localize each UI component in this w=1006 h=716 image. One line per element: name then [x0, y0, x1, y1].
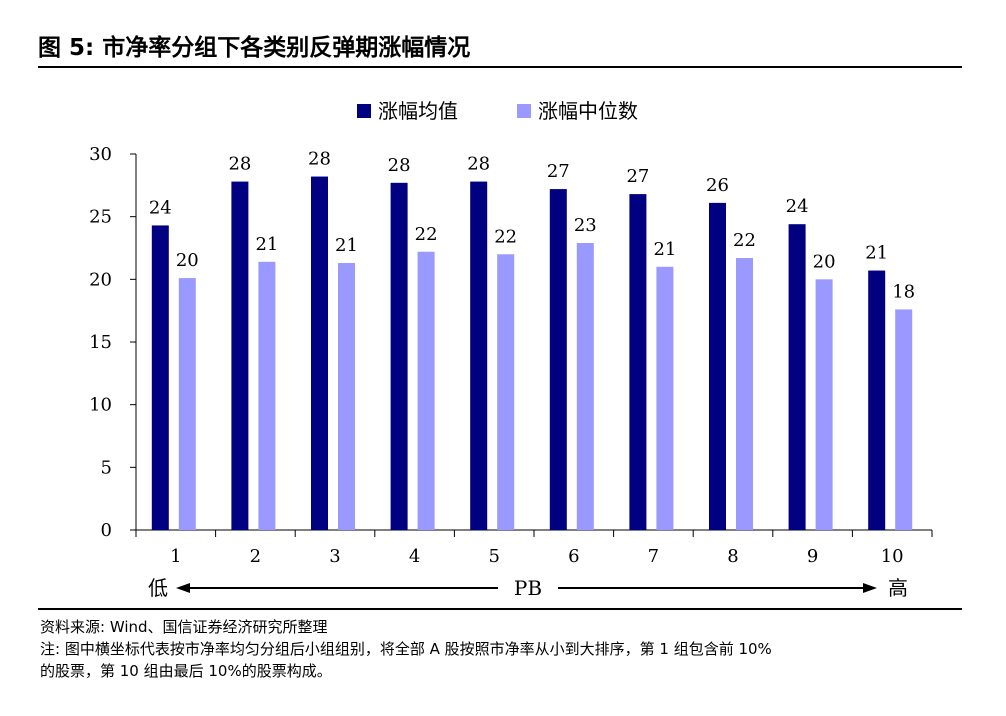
x-tick-label: 10 [881, 546, 904, 567]
data-label-median: 20 [813, 251, 836, 272]
data-label-mean: 21 [865, 243, 888, 264]
x-tick-label: 2 [250, 546, 261, 567]
legend-swatch [357, 104, 371, 118]
x-tick-label: 7 [648, 546, 659, 567]
legend-label: 涨幅均值 [378, 99, 458, 123]
high-label: 高 [888, 576, 908, 600]
data-label-median: 21 [653, 239, 676, 260]
y-axis: 0 5 10 15 20 25 30 [89, 144, 137, 541]
legend-swatch [517, 104, 531, 118]
data-label-mean: 28 [228, 154, 251, 175]
data-label-mean: 27 [547, 161, 570, 182]
x-tick-label: 3 [329, 546, 340, 567]
legend-label: 涨幅中位数 [538, 99, 638, 123]
bar-median [497, 254, 515, 530]
y-tick-label: 0 [101, 520, 112, 541]
x-tick-label: 5 [488, 546, 499, 567]
bar-median [417, 251, 435, 530]
pb-axis-label: PB [514, 576, 542, 600]
footer-rule [38, 608, 962, 610]
arrow-left-head [176, 583, 190, 593]
x-tick-label: 4 [409, 546, 420, 567]
chart-legend: 涨幅均值 涨幅中位数 [357, 99, 638, 123]
pb-direction-arrow: 低 PB 高 [148, 576, 908, 600]
y-tick-label: 5 [101, 457, 112, 478]
data-label-median: 22 [494, 226, 517, 247]
data-label-mean: 24 [149, 197, 172, 218]
data-label-median: 18 [892, 281, 915, 302]
y-tick-label: 10 [89, 395, 112, 416]
bar-median [736, 258, 753, 530]
x-tick-label: 6 [568, 546, 579, 567]
figure-title: 图 5: 市净率分组下各类别反弹期涨幅情况 [38, 35, 471, 61]
bar-mean [470, 181, 488, 530]
bars [151, 176, 913, 531]
bar-median [895, 309, 913, 530]
bar-mean [231, 181, 249, 530]
bar-median [178, 278, 196, 530]
data-label-mean: 28 [467, 154, 490, 175]
low-label: 低 [148, 576, 168, 600]
explanation-note-line1: 注: 图中横坐标代表按市净率均匀分组后小组组别，将全部 A 股按照市净率从小到大… [40, 640, 772, 658]
y-tick-label: 20 [89, 269, 112, 290]
bar-mean [868, 270, 886, 530]
bar-mean [549, 189, 567, 531]
bar-median [576, 242, 594, 530]
title-rule [38, 66, 962, 68]
arrow-right-head [863, 583, 877, 593]
x-tick-label: 9 [807, 546, 818, 567]
y-tick-label: 25 [89, 207, 112, 228]
explanation-note-line2: 的股票，第 10 组由最后 10%的股票构成。 [40, 662, 332, 680]
source-note: 资料来源: Wind、国信证券经济研究所整理 [40, 618, 328, 636]
data-label-mean: 28 [308, 149, 331, 170]
footnotes: 资料来源: Wind、国信证券经济研究所整理 注: 图中横坐标代表按市净率均匀分… [40, 616, 960, 682]
data-label-median: 21 [335, 235, 358, 256]
x-tick-label: 1 [170, 546, 181, 567]
data-labels: 24 28 28 28 28 27 27 26 24 21 20 21 21 22 22 23 21 22 20 18 [149, 149, 915, 303]
bar-mean [390, 182, 408, 530]
bar-mean [788, 224, 806, 531]
bar-mean [311, 176, 328, 530]
data-label-mean: 24 [786, 196, 809, 217]
bar-median [338, 263, 355, 530]
data-label-median: 21 [255, 234, 278, 255]
y-tick-label: 30 [89, 144, 112, 165]
x-axis: 1 2 3 4 5 6 7 8 9 10 [135, 529, 933, 567]
bar-mean [151, 225, 169, 530]
bar-mean [629, 194, 647, 530]
data-label-median: 22 [733, 230, 756, 251]
data-label-median: 22 [415, 224, 438, 245]
bar-mean [709, 202, 726, 530]
bar-median [258, 261, 276, 530]
data-label-mean: 26 [706, 175, 729, 196]
data-label-median: 20 [176, 250, 199, 271]
x-tick-label: 8 [727, 546, 738, 567]
bar-median [815, 279, 833, 530]
data-label-mean: 28 [388, 155, 411, 176]
bar-median [656, 266, 674, 530]
y-tick-label: 15 [89, 332, 112, 353]
data-label-median: 23 [574, 215, 597, 236]
data-label-mean: 27 [626, 166, 649, 187]
